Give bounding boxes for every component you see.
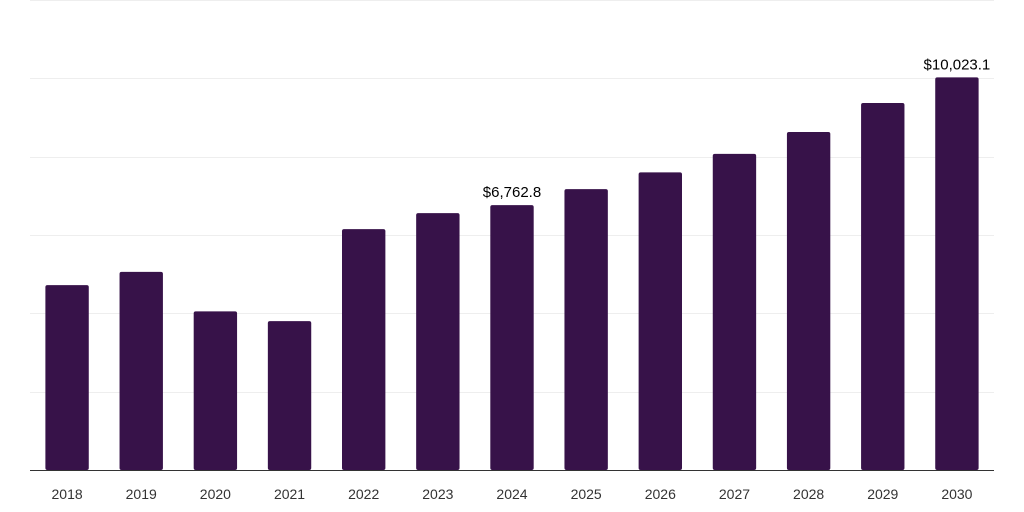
bar-2030[interactable] [935,77,979,471]
bar-2027[interactable] [712,153,757,470]
bar-2018[interactable] [45,285,89,470]
x-tick-label-2029: 2029 [867,486,898,502]
x-tick-label-2030: 2030 [941,486,972,502]
x-tick-label-2019: 2019 [126,486,157,502]
data-label-2024: $6,762.8 [483,184,541,201]
data-label-2030: $10,023.1 [924,56,991,73]
x-tick-label-2020: 2020 [200,486,231,502]
bar-2026[interactable] [638,172,682,470]
bar-2019[interactable] [119,271,163,470]
x-tick-label-2018: 2018 [52,486,83,502]
x-tick-label-2024: 2024 [496,486,527,502]
x-tick-label-2025: 2025 [571,486,602,502]
bars [45,77,979,471]
x-tick-label-2023: 2023 [422,486,453,502]
x-tick-label-2022: 2022 [348,486,379,502]
x-tick-label-2021: 2021 [274,486,305,502]
x-tick-label-2027: 2027 [719,486,750,502]
bar-2025[interactable] [564,189,608,470]
bar-2021[interactable] [267,321,312,470]
data-labels: $6,762.8 $10,023.1 [483,56,990,201]
bar-2022[interactable] [342,229,386,470]
bar-2028[interactable] [786,131,831,471]
x-tick-label-2026: 2026 [645,486,676,502]
x-tick-label-2028: 2028 [793,486,824,502]
bar-2020[interactable] [193,311,238,471]
bar-2024[interactable] [490,205,534,470]
x-tick-labels: 2018 2019 2020 2021 2022 2023 2024 2025 2026 2027… [52,486,973,502]
bar-2023[interactable] [416,213,460,470]
bar-2029[interactable] [861,103,905,470]
